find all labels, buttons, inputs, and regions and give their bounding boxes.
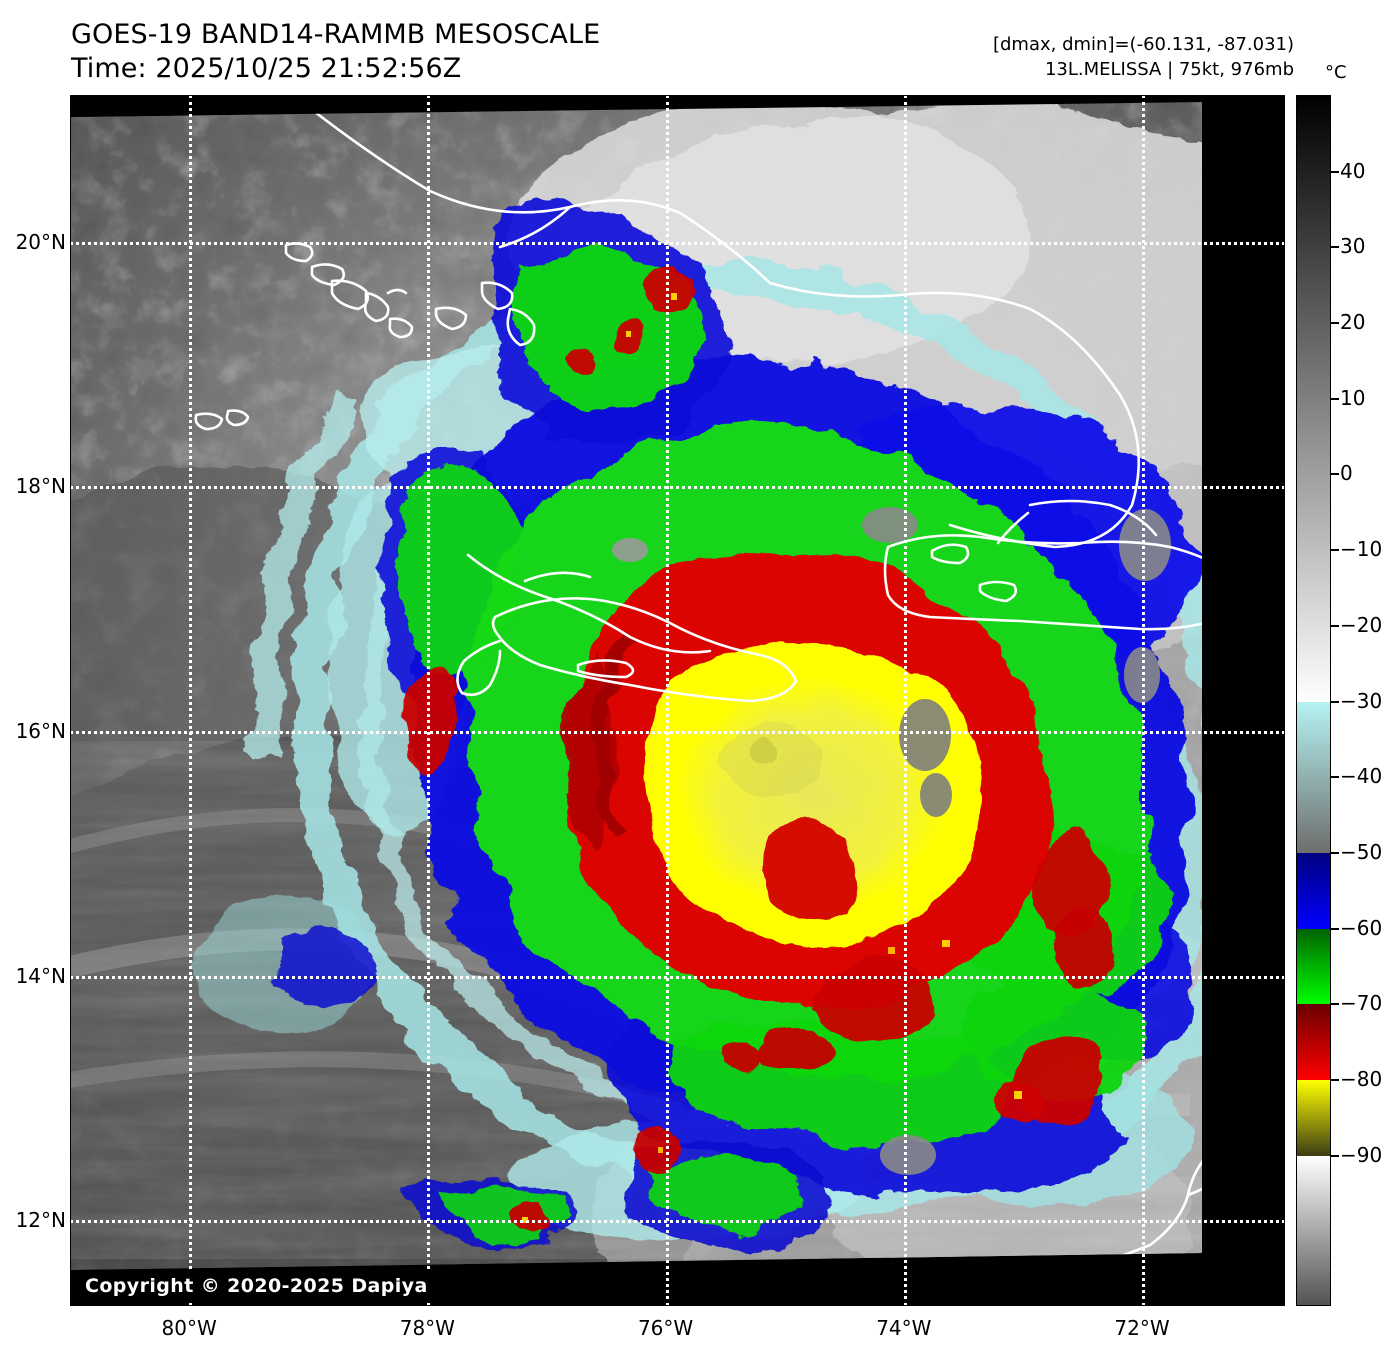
colorbar-tick-mark: [1331, 851, 1339, 854]
dmax-dmin-text: [dmax, dmin]=(-60.131, -87.031): [992, 34, 1294, 55]
satellite-image-plot: [70, 95, 1285, 1306]
latitude-tick-label: 18°N: [15, 474, 66, 499]
ir-imagery-svg: [70, 95, 1285, 1306]
longitude-tick-label: 80°W: [161, 1316, 217, 1340]
colorbar-tick-label: 10: [1340, 385, 1366, 410]
longitude-tick-label: 74°W: [876, 1316, 932, 1340]
colorbar-segment-yellow-band: [1297, 1079, 1330, 1156]
colorbar-tick-mark: [1331, 1003, 1339, 1006]
longitude-tick-label: 76°W: [637, 1316, 694, 1340]
colorbar-tick-mark: [1331, 549, 1339, 552]
colorbar-tick-label: 20: [1340, 310, 1366, 335]
latitude-tick-label: 16°N: [15, 719, 66, 744]
colorbar-tick-mark: [1331, 776, 1339, 779]
colorbar-tick-label: −80: [1340, 1066, 1383, 1091]
colorbar-tick-label: −30: [1340, 688, 1383, 713]
colorbar-tick-mark: [1331, 473, 1339, 476]
colorbar-segment-green-band: [1297, 928, 1330, 1005]
colorbar-tick-label: −10: [1340, 537, 1383, 562]
page-title: GOES-19 BAND14-RAMMB MESOSCALE Time: 2025…: [71, 18, 600, 86]
colorbar-segment-blue-band: [1297, 852, 1330, 929]
colorbar-tick-mark: [1331, 170, 1339, 173]
latitude-tick-label: 20°N: [15, 229, 66, 254]
colorbar-tick-mark: [1331, 397, 1339, 400]
colorbar-tick-mark: [1331, 927, 1339, 930]
colorbar-segment-red-band: [1297, 1004, 1330, 1080]
colorbar-tick-label: −50: [1340, 839, 1383, 864]
colorbar-segment-cold-grayscale: [1297, 1155, 1330, 1305]
title-line-1: GOES-19 BAND14-RAMMB MESOSCALE: [71, 19, 601, 50]
latitude-tick-label: 12°N: [15, 1208, 66, 1233]
longitude-tick-label: 72°W: [1114, 1316, 1170, 1340]
header-info: [dmax, dmin]=(-60.131, -87.031) 13L.MELIS…: [993, 32, 1294, 82]
colorbar-tick-mark: [1331, 1154, 1339, 1157]
colorbar-tick-mark: [1331, 700, 1339, 703]
colorbar-tick-label: 40: [1340, 158, 1366, 183]
colorbar-tick-label: −70: [1340, 991, 1383, 1016]
timestamp-line: Time: 2025/10/25 21:52:56Z: [71, 53, 462, 84]
latitude-tick-label: 14°N: [15, 963, 66, 988]
colorbar-tick-label: 30: [1340, 234, 1366, 259]
colorbar-unit-label: °C: [1325, 62, 1347, 83]
colorbar-tick-mark: [1331, 322, 1339, 325]
colorbar-tick-mark: [1331, 1078, 1339, 1081]
colorbar-tick-label: −60: [1340, 915, 1383, 940]
colorbar-tick-label: −40: [1340, 764, 1383, 789]
colorbar-tick-mark: [1331, 624, 1339, 627]
colorbar-tick-label: 0: [1340, 461, 1353, 486]
copyright-watermark: Copyright © 2020-2025 Dapiya: [78, 1272, 435, 1301]
colorbar-tick-mark: [1331, 246, 1339, 249]
colorbar-segment-cyan-band: [1297, 701, 1330, 853]
coastline-overlay: [194, 103, 1202, 1270]
storm-info-text: 13L.MELISSA | 75kt, 976mb: [1044, 59, 1294, 80]
colorbar-segment-warm-grayscale: [1297, 96, 1330, 702]
temperature-colorbar: [1296, 95, 1331, 1306]
colorbar-tick-label: −20: [1340, 612, 1383, 637]
longitude-tick-label: 78°W: [399, 1316, 455, 1340]
colorbar-tick-label: −90: [1340, 1142, 1383, 1167]
